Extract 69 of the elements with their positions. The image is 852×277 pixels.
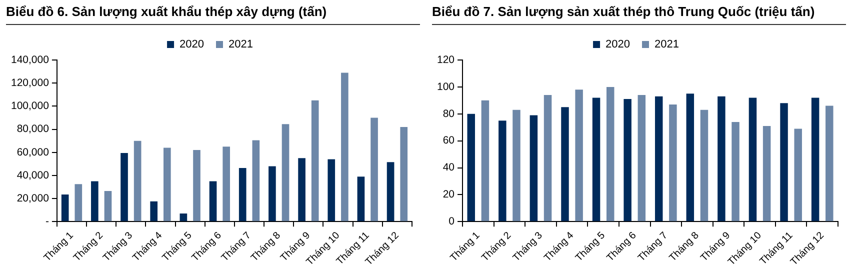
bar — [268, 166, 276, 222]
bar — [654, 96, 663, 222]
bar — [370, 118, 378, 222]
bar — [298, 158, 306, 222]
bar — [328, 159, 336, 222]
bar — [498, 120, 506, 222]
y-tick-label: 120 — [436, 54, 455, 66]
legend-label: 2020 — [606, 38, 630, 51]
bar — [669, 104, 677, 222]
y-tick-label: 40,000 — [16, 169, 50, 182]
bar — [238, 168, 246, 222]
bar — [780, 103, 788, 222]
bar — [120, 152, 128, 222]
bar — [209, 181, 217, 222]
bar — [104, 191, 112, 222]
y-tick-label: 120,000 — [10, 76, 50, 89]
bar — [826, 106, 834, 222]
chart-title: Biểu đồ 7. Sản lượng sản xuất thép thô Trung Quốc (triệu tấn) — [432, 4, 846, 25]
bar — [282, 124, 290, 222]
bar — [252, 140, 260, 222]
bar — [718, 96, 726, 222]
y-tick-label: - — [45, 216, 50, 228]
bar — [311, 100, 319, 222]
y-tick-label: 20 — [442, 188, 455, 201]
y-tick-label: 100 — [436, 80, 455, 93]
y-tick-label: 100,000 — [10, 100, 50, 112]
bar — [61, 194, 69, 222]
bar — [467, 114, 475, 222]
bar — [481, 100, 490, 222]
bar — [386, 162, 394, 222]
bar — [222, 146, 230, 222]
y-tick-label: 80,000 — [16, 123, 50, 136]
y-tick-label: 80 — [442, 108, 455, 120]
bar — [357, 176, 365, 222]
y-tick-label: 40 — [442, 162, 455, 174]
bar — [575, 90, 583, 222]
bar — [134, 140, 142, 222]
bar — [606, 86, 614, 222]
bar — [732, 122, 740, 222]
bar — [74, 184, 82, 222]
bar — [592, 98, 600, 222]
legend-label: 2021 — [654, 38, 679, 51]
bar — [530, 115, 538, 222]
bar — [624, 99, 632, 222]
bar — [544, 95, 552, 222]
bar — [91, 181, 98, 222]
y-tick-label: 60 — [442, 134, 455, 147]
bar — [700, 110, 708, 222]
bar — [686, 94, 694, 222]
legend-label: 2021 — [228, 38, 253, 51]
y-tick-label: 20,000 — [16, 192, 50, 204]
bar — [180, 214, 188, 222]
legend-label: 2020 — [180, 38, 204, 51]
bar — [164, 148, 171, 222]
bar — [794, 128, 802, 222]
bar — [748, 98, 757, 222]
y-tick-label: 60,000 — [16, 146, 50, 158]
y-tick-label: 140,000 — [10, 54, 50, 66]
chart-title: Biểu đồ 6. Sản lượng xuất khẩu thép xây dựng (tấn) — [6, 4, 420, 25]
bar — [638, 95, 646, 222]
bar — [512, 110, 520, 222]
bar — [762, 126, 771, 222]
y-tick-label: 0 — [448, 216, 455, 228]
bar — [193, 150, 200, 222]
bar — [561, 107, 569, 222]
bar — [400, 126, 408, 222]
bar — [811, 98, 820, 222]
bar — [150, 201, 158, 222]
bar — [341, 72, 348, 222]
